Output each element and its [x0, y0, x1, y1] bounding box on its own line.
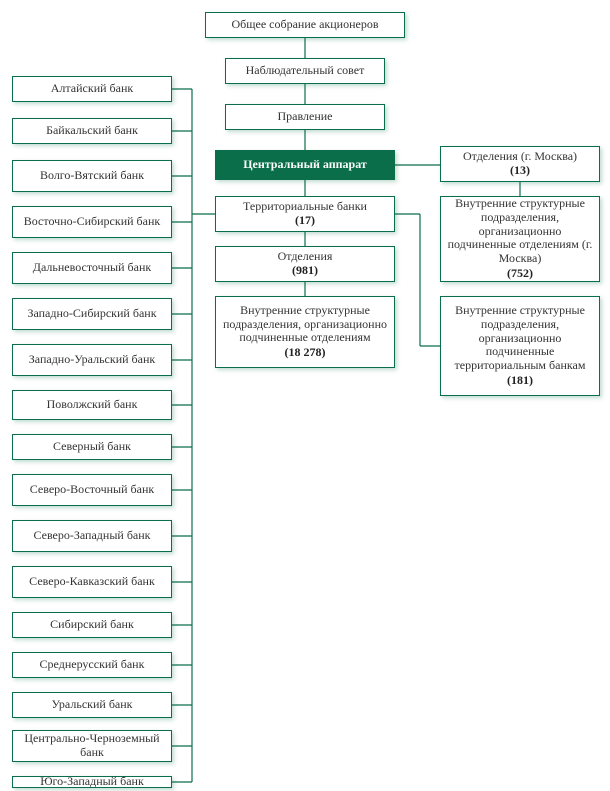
- node-label: Байкальский банк: [46, 124, 138, 138]
- node-n9: Отделения(981): [215, 246, 395, 282]
- node-label: Наблюдательный совет: [246, 64, 365, 78]
- node-b2: Байкальский банк: [12, 118, 172, 144]
- node-count: (752): [507, 266, 533, 281]
- node-b16: Центрально-Черноземный банк: [12, 730, 172, 762]
- node-count: (981): [292, 263, 318, 278]
- node-n1: Общее собрание акционеров: [205, 12, 405, 38]
- node-b12: Северо-Кавказский банк: [12, 566, 172, 598]
- node-label: Центральный аппарат: [243, 158, 367, 172]
- node-label: Отделения (г. Москва): [463, 150, 577, 164]
- node-label: Северный банк: [53, 440, 131, 454]
- node-label: Дальневосточный банк: [33, 261, 151, 275]
- node-label: Восточно-Сибирский банк: [24, 215, 161, 229]
- node-n8: Территориальные банки(17): [215, 196, 395, 232]
- node-b17: Юго-Западный банк: [12, 776, 172, 788]
- node-b4: Восточно-Сибирский банк: [12, 206, 172, 238]
- node-b13: Сибирский банк: [12, 612, 172, 638]
- node-count: (18 278): [285, 345, 326, 360]
- node-label: Территориальные банки: [243, 200, 367, 214]
- node-b3: Волго-Вятский банк: [12, 160, 172, 192]
- node-label: Северо-Западный банк: [33, 529, 150, 543]
- node-label: Сибирский банк: [50, 618, 134, 632]
- node-b15: Уральский банк: [12, 692, 172, 718]
- node-label: Внутренние структурные подразделения, ор…: [445, 304, 595, 373]
- node-label: Западно-Сибирский банк: [27, 307, 156, 321]
- node-n10: Внутренние структурные подразделения, ор…: [215, 296, 395, 368]
- node-label: Общее собрание акционеров: [231, 18, 378, 32]
- node-label: Внутренние структурные подразделения, ор…: [445, 197, 595, 266]
- node-label: Отделения: [278, 250, 333, 264]
- node-label: Центрально-Черноземный банк: [17, 732, 167, 760]
- node-n3: Правление: [225, 104, 385, 130]
- node-count: (17): [295, 213, 315, 228]
- node-label: Среднерусский банк: [40, 658, 145, 672]
- node-label: Северо-Кавказский банк: [29, 575, 155, 589]
- node-label: Северо-Восточный банк: [30, 483, 154, 497]
- node-label: Алтайский банк: [51, 82, 133, 96]
- node-b11: Северо-Западный банк: [12, 520, 172, 552]
- node-n7: Внутренние структурные подразделения, ор…: [440, 296, 600, 396]
- node-label: Внутренние структурные подразделения, ор…: [220, 304, 390, 345]
- node-label: Поволжский банк: [47, 398, 138, 412]
- node-label: Юго-Западный банк: [40, 775, 144, 789]
- node-b6: Западно-Сибирский банк: [12, 298, 172, 330]
- node-b14: Среднерусский банк: [12, 652, 172, 678]
- node-n6: Внутренние структурные подразделения, ор…: [440, 196, 600, 282]
- node-b9: Северный банк: [12, 434, 172, 460]
- node-b10: Северо-Восточный банк: [12, 474, 172, 506]
- node-count: (181): [507, 373, 533, 388]
- node-label: Волго-Вятский банк: [40, 169, 144, 183]
- node-n2: Наблюдательный совет: [225, 58, 385, 84]
- node-label: Правление: [278, 110, 333, 124]
- node-label: Уральский банк: [51, 698, 132, 712]
- node-b5: Дальневосточный банк: [12, 252, 172, 284]
- node-b1: Алтайский банк: [12, 76, 172, 102]
- node-b8: Поволжский банк: [12, 390, 172, 420]
- node-count: (13): [510, 163, 530, 178]
- node-b7: Западно-Уральский банк: [12, 344, 172, 376]
- node-label: Западно-Уральский банк: [29, 353, 155, 367]
- node-n5: Отделения (г. Москва)(13): [440, 146, 600, 182]
- node-n4: Центральный аппарат: [215, 150, 395, 180]
